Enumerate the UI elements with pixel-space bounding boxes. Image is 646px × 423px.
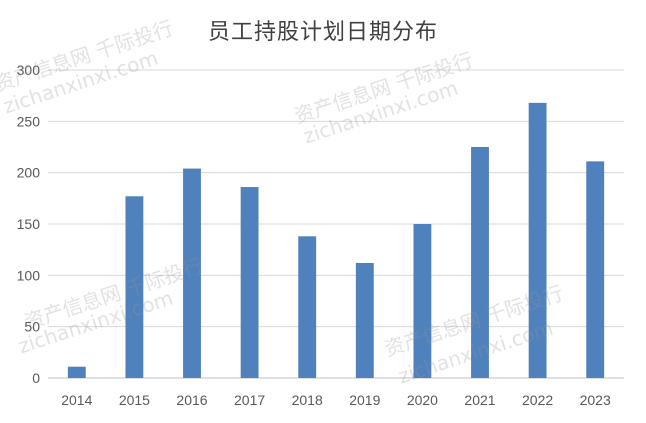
y-tick-label: 100 bbox=[17, 267, 41, 283]
x-tick-label: 2017 bbox=[234, 392, 265, 408]
chart-title: 员工持股计划日期分布 bbox=[207, 20, 438, 45]
bar-2016 bbox=[183, 168, 201, 378]
bar-2015 bbox=[125, 196, 144, 378]
x-tick-label: 2015 bbox=[119, 392, 150, 408]
x-tick-label: 2020 bbox=[407, 392, 438, 408]
x-tick-label: 2022 bbox=[522, 392, 553, 408]
bar-2020 bbox=[413, 224, 432, 378]
bar-2014 bbox=[67, 366, 86, 378]
bar-2018 bbox=[298, 236, 317, 378]
y-tick-label: 50 bbox=[24, 319, 40, 335]
y-tick-label: 0 bbox=[32, 370, 40, 386]
x-tick-label: 2023 bbox=[580, 392, 611, 408]
bar-2019 bbox=[355, 263, 374, 378]
bar-2017 bbox=[240, 187, 259, 378]
x-tick-label: 2019 bbox=[349, 392, 380, 408]
x-tick-label: 2016 bbox=[176, 392, 207, 408]
bar-2022 bbox=[528, 102, 547, 378]
bar-2021 bbox=[471, 147, 489, 378]
y-tick-label: 150 bbox=[17, 216, 41, 232]
x-tick-label: 2018 bbox=[292, 392, 323, 408]
bar-2023 bbox=[586, 161, 605, 378]
y-tick-label: 300 bbox=[17, 62, 41, 78]
x-tick-label: 2021 bbox=[464, 392, 495, 408]
x-tick-label: 2014 bbox=[61, 392, 92, 408]
y-tick-label: 250 bbox=[17, 113, 41, 129]
y-tick-label: 200 bbox=[17, 165, 41, 181]
